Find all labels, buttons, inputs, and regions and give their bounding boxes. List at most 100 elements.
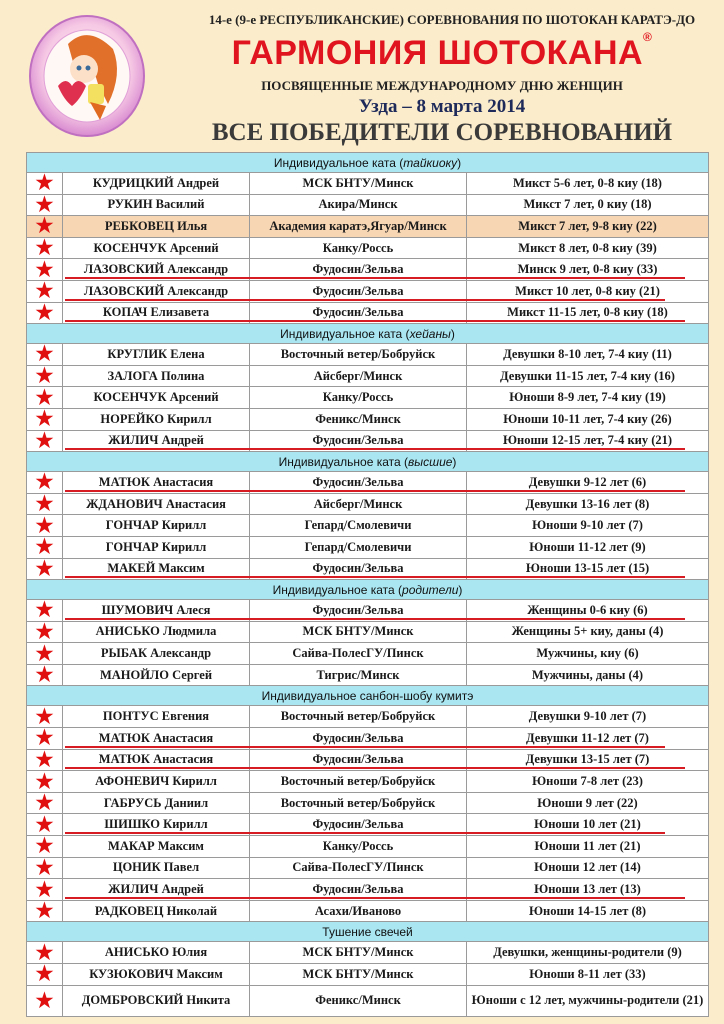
winner-name: ЛАЗОВСКИЙ Александр [62, 279, 250, 303]
winner-club: Фудосин/Зельва [249, 279, 467, 303]
star-icon: ★ [26, 193, 63, 217]
winner-row: ★ КУДРИЦКИЙ Андрей МСК БНТУ/Минск Микст 5-6… [26, 172, 710, 195]
winner-name: МАКАР Максим [62, 835, 250, 858]
section-title-part: ) [457, 155, 462, 170]
section-title-part: Индивидуальное санбон-шобу кумитэ [261, 688, 474, 703]
winner-name: ДОМБРОВСКИЙ Никита [62, 984, 250, 1017]
winner-name: КРУГЛИК Елена [62, 343, 250, 366]
winner-row: ★ КОСЕНЧУК Арсений Канку/Россь Микст 8 лет,… [26, 236, 710, 260]
winner-club: МСК БНТУ/Минск [249, 963, 467, 986]
winner-row: ★ ЖДАНОВИЧ Анастасия Айсберг/Минск Девушки … [26, 492, 710, 516]
winner-row: ★ ПОНТУС Евгения Восточный ветер/Бобруйск Д… [26, 705, 710, 729]
winner-club: Гепард/Смолевичи [249, 514, 467, 537]
winner-name: РЫБАК Александр [62, 642, 250, 665]
winner-row: ★ МАТЮК Анастасия Фудосин/Зельва Девушки 11… [26, 727, 710, 750]
section-title-part: Индивидуальное ката ( [280, 326, 410, 341]
winner-club: Айсберг/Минск [249, 492, 467, 516]
winner-name: ЖИЛИЧ Андрей [62, 429, 250, 453]
winner-name: КУДРИЦКИЙ Андрей [62, 172, 250, 195]
section-title-part: Индивидуальное ката ( [272, 582, 403, 597]
winner-club: Канку/Россь [249, 386, 467, 409]
star-icon: ★ [26, 878, 685, 901]
winners-table: Индивидуальное ката (тайкиоку) ★ КУДРИЦКИЙ… [25, 152, 710, 1017]
winner-category: Девушки 11-15 лет, 7-4 киу (16) [465, 364, 710, 388]
star-icon: ★ [26, 813, 665, 837]
winner-row: ★ ЖИЛИЧ Андрей Фудосин/Зельва Юноши 12-15 л… [26, 429, 710, 453]
winner-category: Юноши 13-15 лет (15) [465, 557, 710, 581]
winner-category: Микст 8 лет, 0-8 киу (39) [465, 236, 710, 260]
section-header-row: Индивидуальное санбон-шобу кумитэ [25, 685, 710, 707]
winner-club: Академия каратэ,Ягуар/Минск [249, 215, 467, 238]
winner-category: Юноши 8-9 лет, 7-4 киу (19) [465, 386, 710, 409]
winner-name: АНИСЬКО Людмила [62, 620, 250, 644]
winner-name: ЖИЛИЧ Андрей [62, 878, 250, 901]
winner-category: Девушки 11-12 лет (7) [465, 727, 710, 750]
star-icon: ★ [26, 514, 63, 537]
star-icon: ★ [26, 535, 63, 559]
winner-name: АФОНЕВИЧ Кирилл [62, 770, 250, 793]
winner-category: Мужчины, киу (6) [465, 642, 710, 665]
winner-club: МСК БНТУ/Минск [249, 941, 467, 964]
winner-category: Юноши 14-15 лет (8) [465, 899, 710, 923]
winner-club: Канку/Россь [249, 835, 467, 858]
registered-mark: ® [643, 30, 653, 44]
winner-row: ★ ШУМОВИЧ Алеся Фудосин/Зельва Женщины 0-6 … [26, 599, 710, 622]
winner-row: ★ НОРЕЙКО Кирилл Феникс/Минск Юноши 10-11 л… [26, 407, 710, 431]
winner-name: РЕБКОВЕЦ Илья [62, 215, 250, 238]
star-icon: ★ [26, 236, 63, 260]
winner-club: Фудосин/Зельва [249, 429, 467, 453]
winner-club: Фудосин/Зельва [249, 258, 467, 281]
section-title-part: ) [452, 454, 457, 469]
section-header-row: Индивидуальное ката (хейаны) [25, 323, 710, 345]
winner-club: Айсберг/Минск [249, 364, 467, 388]
winner-category: Юноши 7-8 лет (23) [465, 770, 710, 793]
winner-name: КОСЕНЧУК Арсений [62, 236, 250, 260]
winner-row: ★ РАДКОВЕЦ Николай Асахи/Иваново Юноши 14-1… [26, 899, 710, 923]
star-icon: ★ [26, 364, 63, 388]
star-icon: ★ [26, 620, 63, 644]
winner-row: ★ ЖИЛИЧ Андрей Фудосин/Зельва Юноши 13 лет … [26, 878, 710, 901]
winner-row: ★ ГАБРУСЬ Даниил Восточный ветер/Бобруйск Ю… [26, 791, 710, 815]
winner-row: ★ ЦОНИК Павел Сайва-ПолесГУ/Пинск Юноши 12 … [26, 856, 710, 880]
star-icon: ★ [26, 748, 685, 772]
winner-category: Микст 5-6 лет, 0-8 киу (18) [465, 172, 710, 195]
winner-category: Женщины 5+ киу, даны (4) [465, 620, 710, 644]
star-icon: ★ [26, 705, 63, 729]
section-title-part: хейаны [409, 326, 451, 341]
winner-category: Юноши 13 лет (13) [465, 878, 710, 901]
winner-club: Восточный ветер/Бобруйск [249, 770, 467, 793]
section-title: Индивидуальное ката (хейаны) [25, 323, 710, 345]
section-title-part: родители [402, 582, 459, 597]
winner-category: Мужчины, даны (4) [465, 663, 710, 687]
winner-name: РАДКОВЕЦ Николай [62, 899, 250, 923]
section-title: Индивидуальное ката (высшие) [25, 451, 710, 473]
winner-category: Юноши 9-10 лет (7) [465, 514, 710, 537]
winner-category: Девушки, женщины-родители (9) [465, 941, 710, 964]
winner-row: ★ КРУГЛИК Елена Восточный ветер/Бобруйск Де… [26, 343, 710, 366]
winner-category: Юноши 12 лет (14) [465, 856, 710, 880]
winner-name: РУКИН Василий [62, 193, 250, 217]
section-title: Индивидуальное ката (тайкиоку) [25, 152, 710, 173]
winner-category: Юноши 11-12 лет (9) [465, 535, 710, 559]
winner-name: МАТЮК Анастасия [62, 748, 250, 772]
star-icon: ★ [26, 407, 63, 431]
winner-row: ★ АФОНЕВИЧ Кирилл Восточный ветер/Бобруйск… [26, 770, 710, 793]
star-icon: ★ [26, 343, 63, 366]
section-title-part: тайкиоку [403, 155, 458, 170]
winner-club: Фудосин/Зельва [249, 471, 467, 494]
winner-row: ★ КОПАЧ Елизавета Фудосин/Зельва Микст 11-1… [26, 301, 710, 325]
star-icon: ★ [26, 663, 63, 687]
winner-club: МСК БНТУ/Минск [249, 620, 467, 644]
winner-category: Юноши 10 лет (21) [465, 813, 710, 837]
star-icon: ★ [26, 492, 63, 516]
winner-name: КОСЕНЧУК Арсений [62, 386, 250, 409]
winner-category: Юноши 9 лет (22) [465, 791, 710, 815]
event-title: ГАРМОНИЯ ШОТОКАНА® [160, 30, 724, 73]
winner-club: Феникс/Минск [249, 984, 467, 1017]
winner-row: ★ РЫБАК Александр Сайва-ПолесГУ/Пинск Мужчи… [26, 642, 710, 665]
star-icon: ★ [26, 599, 685, 622]
winner-club: Фудосин/Зельва [249, 748, 467, 772]
event-place-date: Узда – 8 марта 2014 [358, 96, 526, 117]
star-icon: ★ [26, 642, 63, 665]
winner-row: ★ МАТЮК Анастасия Фудосин/Зельва Девушки 9-… [26, 471, 710, 494]
